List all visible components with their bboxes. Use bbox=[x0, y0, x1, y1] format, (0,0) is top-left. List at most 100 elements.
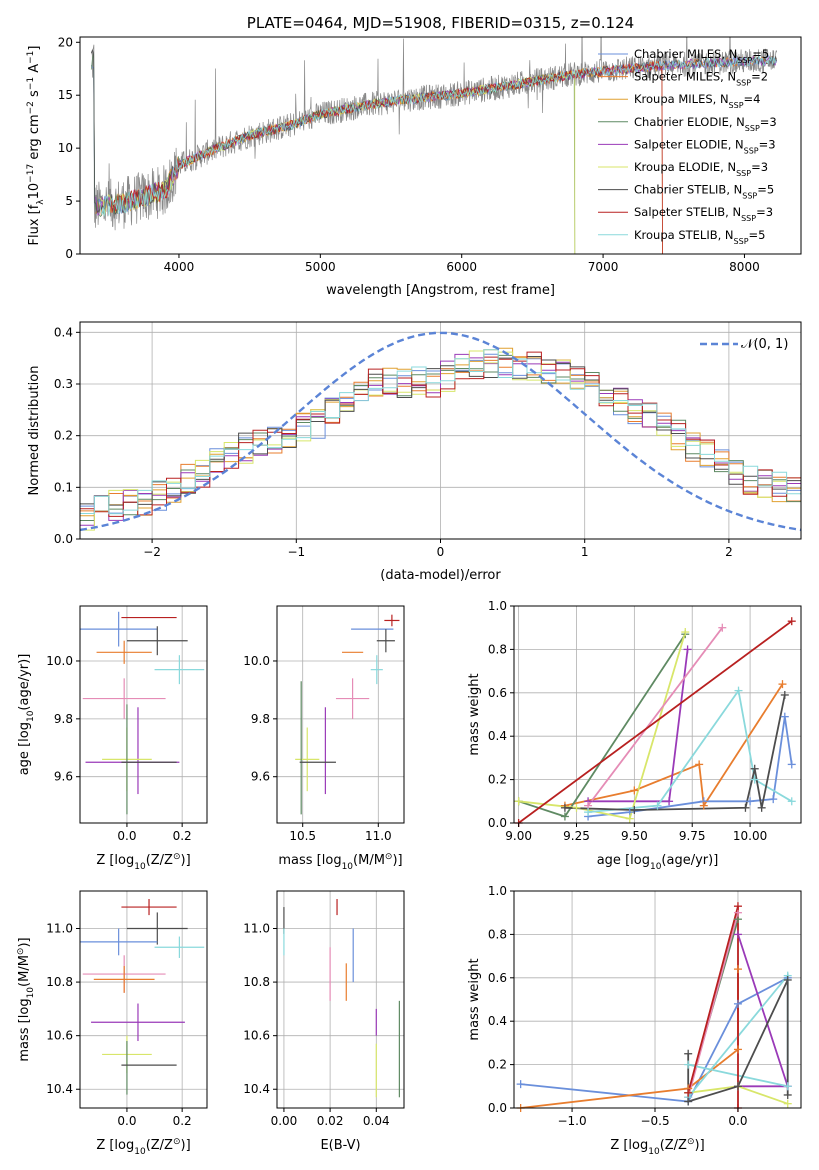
weight-marker bbox=[718, 623, 727, 632]
errorbar-point bbox=[96, 640, 152, 664]
label-part: ] bbox=[27, 46, 42, 51]
label-part: ⊙ bbox=[16, 948, 26, 956]
weight-line-3 bbox=[737, 934, 789, 1088]
label-part: erg cm bbox=[27, 114, 42, 163]
y-tick-label: 0.0 bbox=[54, 532, 73, 546]
y-tick-label: 0.4 bbox=[488, 729, 507, 743]
weight-marker bbox=[783, 1082, 792, 1091]
y-tick-label: 10.6 bbox=[243, 1029, 270, 1043]
plot-area bbox=[80, 899, 205, 1095]
label-part: (age/yr)] bbox=[661, 853, 718, 868]
plot-area bbox=[520, 905, 789, 1108]
label-part: mass [log bbox=[17, 998, 32, 1061]
label-part: )] bbox=[181, 853, 191, 868]
y-tick-label: 0.8 bbox=[488, 927, 507, 941]
weight-line-4 bbox=[518, 631, 687, 820]
label-part: age [log bbox=[17, 722, 32, 775]
weight-line-7 bbox=[564, 694, 786, 811]
weight-marker bbox=[783, 1090, 792, 1099]
label-part: ⊙ bbox=[687, 1137, 695, 1147]
errorbar-point bbox=[93, 966, 155, 993]
plot-area bbox=[295, 614, 400, 815]
legend-name: Kroupa STELIB, N bbox=[634, 228, 734, 242]
weight-marker bbox=[572, 803, 581, 812]
y-tick-label: 0.3 bbox=[54, 377, 73, 391]
weight-marker bbox=[750, 764, 759, 773]
weight-marker bbox=[733, 965, 742, 974]
legend-entry: Salpeter STELIB, NSSP=3 bbox=[634, 205, 773, 223]
weight-marker bbox=[780, 690, 789, 699]
residuals-ylabel: Normed distribution bbox=[27, 366, 42, 496]
weight-marker bbox=[695, 760, 704, 769]
errorbar-point bbox=[154, 655, 205, 685]
plot-area bbox=[80, 611, 205, 815]
label-part: age [log bbox=[597, 853, 650, 868]
y-tick-label: 0.4 bbox=[54, 325, 73, 339]
y-tick-label: 0.6 bbox=[488, 971, 507, 985]
weight-marker bbox=[560, 812, 569, 821]
label-part: )] bbox=[17, 937, 32, 947]
weight-marker bbox=[630, 805, 639, 814]
y-tick-label: 10 bbox=[58, 141, 73, 155]
legend-name: Salpeter ELODIE, N bbox=[634, 137, 744, 151]
y-tick-label: 0 bbox=[65, 247, 73, 261]
x-tick-label: −1 bbox=[287, 545, 305, 559]
label-part: 10 bbox=[134, 862, 146, 872]
x-tick-label: −2 bbox=[143, 545, 161, 559]
weight-marker bbox=[625, 814, 634, 823]
legend-value: =3 bbox=[751, 160, 768, 174]
legend-sub: SSP bbox=[741, 214, 756, 223]
weight-marker bbox=[681, 628, 690, 637]
label-part: 10 bbox=[648, 1147, 660, 1157]
label-part: s bbox=[27, 90, 42, 101]
weight-marker bbox=[684, 1097, 693, 1106]
weight-marker bbox=[733, 930, 742, 939]
axes-frame bbox=[513, 890, 802, 1109]
weight-marker bbox=[684, 1060, 693, 1069]
x-tick-label: 8000 bbox=[729, 260, 760, 274]
label-part: 10 bbox=[134, 1147, 146, 1157]
label-part: Z [log bbox=[610, 1138, 648, 1153]
legend-value: =4 bbox=[744, 92, 761, 106]
weight-marker bbox=[780, 712, 789, 721]
gaussian-curve bbox=[80, 331, 801, 532]
grid-lines bbox=[277, 606, 404, 823]
legend-sub: SSP bbox=[736, 169, 751, 178]
weight-line-2 bbox=[518, 633, 687, 818]
x-tick-label: 0.00 bbox=[271, 1114, 298, 1128]
weight-marker bbox=[684, 1049, 693, 1058]
weight-line-5 bbox=[587, 627, 724, 807]
axes-frame bbox=[276, 605, 405, 824]
weight-marker bbox=[733, 1045, 742, 1054]
xlabel-age_vs_mass: mass [log10(M/M⊙)] bbox=[278, 852, 402, 872]
observed-spectrum bbox=[90, 37, 778, 231]
axes-spectrum: 4000 5000 6000 7000 8000 0 5 10 15 20 bbox=[58, 35, 802, 274]
axes-mass_vs_EBV: 0.00 0.02 0.04 10.4 10.6 10.8 11.0 bbox=[243, 890, 405, 1128]
errorbar-point bbox=[295, 727, 320, 792]
axes-mass_vs_Z: 0.0 0.2 10.4 10.6 10.8 11.0 bbox=[46, 890, 208, 1128]
plot-area bbox=[283, 899, 400, 1098]
x-tick-label: 0.0 bbox=[117, 1114, 136, 1128]
weight-marker bbox=[683, 645, 692, 654]
legend-sub: SSP bbox=[736, 78, 751, 87]
histogram-7 bbox=[80, 351, 801, 517]
weight-marker bbox=[783, 975, 792, 984]
label-part: 10 bbox=[26, 987, 36, 999]
legend-value: =5 bbox=[757, 183, 774, 197]
weight-line-8 bbox=[518, 620, 793, 823]
legend-sub: SSP bbox=[729, 101, 744, 110]
x-tick-label: 6000 bbox=[446, 260, 477, 274]
residuals-xlabel: (data-model)/error bbox=[380, 568, 501, 583]
label-part: 10 bbox=[26, 710, 36, 722]
label-part: ⊙ bbox=[173, 852, 181, 862]
plot-area bbox=[90, 37, 778, 254]
histogram-6 bbox=[80, 356, 801, 506]
legend-entry: Kroupa STELIB, NSSP=5 bbox=[634, 228, 765, 246]
y-tick-label: 15 bbox=[58, 88, 73, 102]
legend-entry: Chabrier MILES, NSSP=5 bbox=[634, 47, 769, 65]
x-tick-label: 11.0 bbox=[365, 829, 392, 843]
y-tick-label: 10.6 bbox=[46, 1029, 73, 1043]
spectrum-xlabel: wavelength [Angstrom, rest frame] bbox=[326, 283, 555, 298]
y-tick-label: 11.0 bbox=[243, 922, 270, 936]
legend-name: Salpeter MILES, N bbox=[634, 70, 736, 84]
